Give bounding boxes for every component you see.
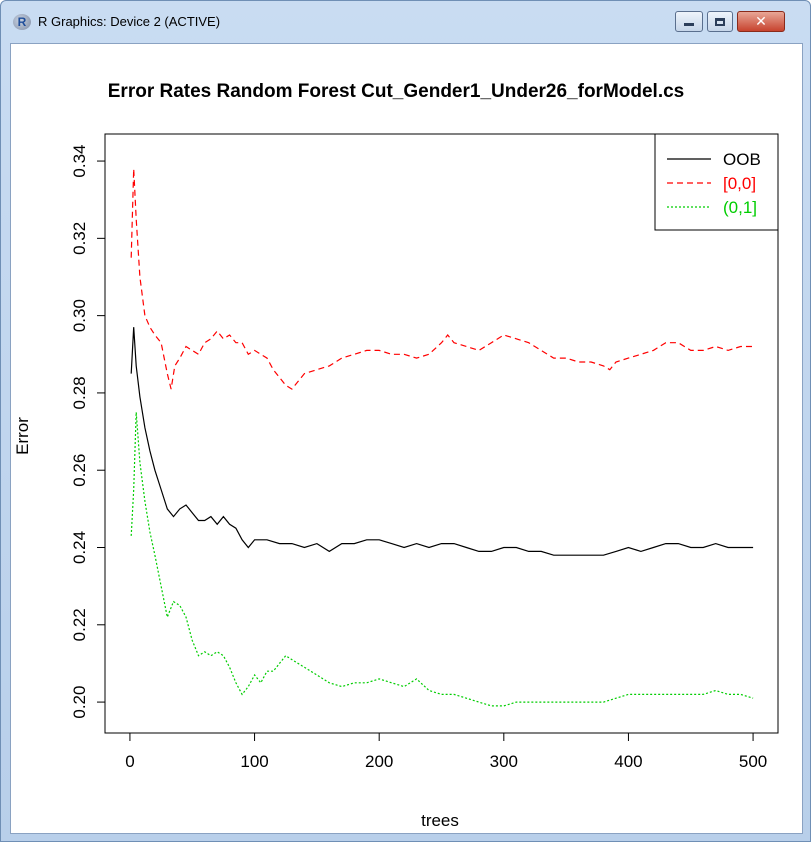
maximize-icon xyxy=(715,17,725,26)
plot-canvas: Error Rates Random Forest Cut_Gender1_Un… xyxy=(10,43,803,834)
close-icon: ✕ xyxy=(755,13,767,30)
x-axis-label: trees xyxy=(421,811,459,830)
series-line-2 xyxy=(130,412,754,707)
error-rate-chart: Error Rates Random Forest Cut_Gender1_Un… xyxy=(13,81,779,830)
series-line-0 xyxy=(130,327,754,556)
chart-title: Error Rates Random Forest Cut_Gender1_Un… xyxy=(108,81,685,102)
legend: OOB [0,0] (0,1] xyxy=(654,133,779,231)
legend-label-2: (0,1] xyxy=(723,198,757,217)
minimize-button[interactable] xyxy=(675,11,703,32)
x-tick-label-5: 500 xyxy=(739,752,767,771)
close-button[interactable]: ✕ xyxy=(737,11,785,32)
x-tick-label-0: 0 xyxy=(125,752,134,771)
y-tick-label-3: 0.26 xyxy=(70,454,89,487)
legend-label-0: OOB xyxy=(723,150,761,169)
x-axis: 0 100 200 300 400 500 xyxy=(125,733,767,771)
legend-label-1: [0,0] xyxy=(723,174,756,193)
minimize-icon xyxy=(684,23,694,26)
r-logo-icon: R xyxy=(13,14,31,30)
window-title: R Graphics: Device 2 (ACTIVE) xyxy=(38,14,221,29)
maximize-button[interactable] xyxy=(707,11,733,32)
x-tick-label-4: 400 xyxy=(614,752,642,771)
y-tick-label-6: 0.32 xyxy=(70,222,89,255)
y-tick-label-7: 0.34 xyxy=(70,145,89,178)
y-axis: 0.20 0.22 0.24 0.26 0.28 0.30 0.32 0.34 xyxy=(70,145,105,719)
series-layer xyxy=(130,168,754,707)
x-tick-label-2: 200 xyxy=(365,752,393,771)
plot-frame xyxy=(104,133,779,734)
y-tick-label-4: 0.28 xyxy=(70,376,89,409)
y-tick-label-0: 0.20 xyxy=(70,686,89,719)
y-tick-label-1: 0.22 xyxy=(70,608,89,641)
title-bar[interactable]: R R Graphics: Device 2 (ACTIVE) ✕ xyxy=(1,1,810,43)
y-tick-label-2: 0.24 xyxy=(70,531,89,564)
y-axis-label: Error xyxy=(13,417,32,455)
legend-box xyxy=(654,133,779,231)
y-tick-label-5: 0.30 xyxy=(70,299,89,332)
x-tick-label-3: 300 xyxy=(490,752,518,771)
x-tick-label-1: 100 xyxy=(240,752,268,771)
series-line-1 xyxy=(130,168,754,390)
